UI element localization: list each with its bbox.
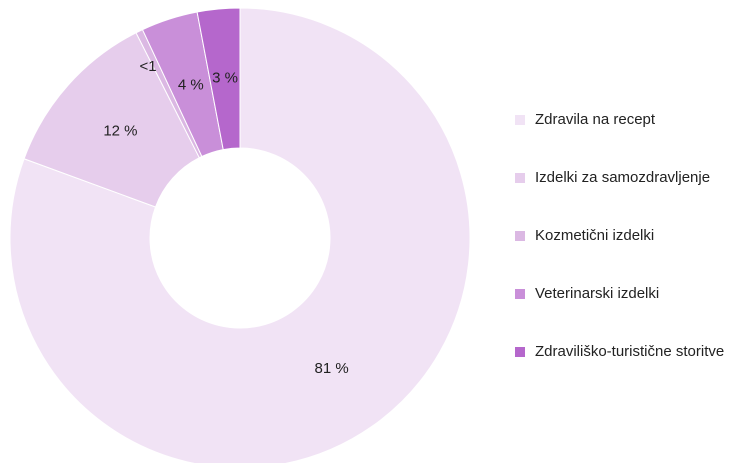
plot: 81 %12 %<1 %4 % 3 %	[9, 7, 471, 463]
legend: Zdravila na recept Izdelki za samozdravlj…	[515, 110, 753, 400]
legend-label: Kozmetični izdelki	[535, 227, 655, 244]
data-label: 12 %	[103, 123, 137, 140]
legend-swatch	[515, 231, 525, 241]
data-label: 4 %	[178, 77, 204, 94]
slice	[9, 7, 471, 463]
legend-label: Izdelki za samozdravljenje	[535, 169, 711, 186]
data-label: 81 %	[314, 360, 348, 377]
legend-item: Veterinarski izdelki	[515, 284, 753, 342]
legend-swatch	[515, 173, 525, 183]
legend-item: Kozmetični izdelki	[515, 226, 753, 284]
legend-label: Zdravila na recept	[535, 111, 656, 128]
legend-item: Izdelki za samozdravljenje	[515, 168, 753, 226]
legend-swatch	[515, 289, 525, 299]
slice	[196, 7, 241, 151]
legend-swatch	[515, 347, 525, 357]
legend-item: Zdraviliško-turistične storitve	[515, 342, 753, 400]
legend-item: Zdravila na recept	[515, 110, 753, 168]
data-label: 3 %	[212, 70, 238, 87]
legend-label: Zdraviliško-turistične storitve	[535, 343, 725, 360]
legend-label: Veterinarski izdelki	[535, 285, 660, 302]
slice	[23, 32, 201, 208]
legend-swatch	[515, 115, 525, 125]
